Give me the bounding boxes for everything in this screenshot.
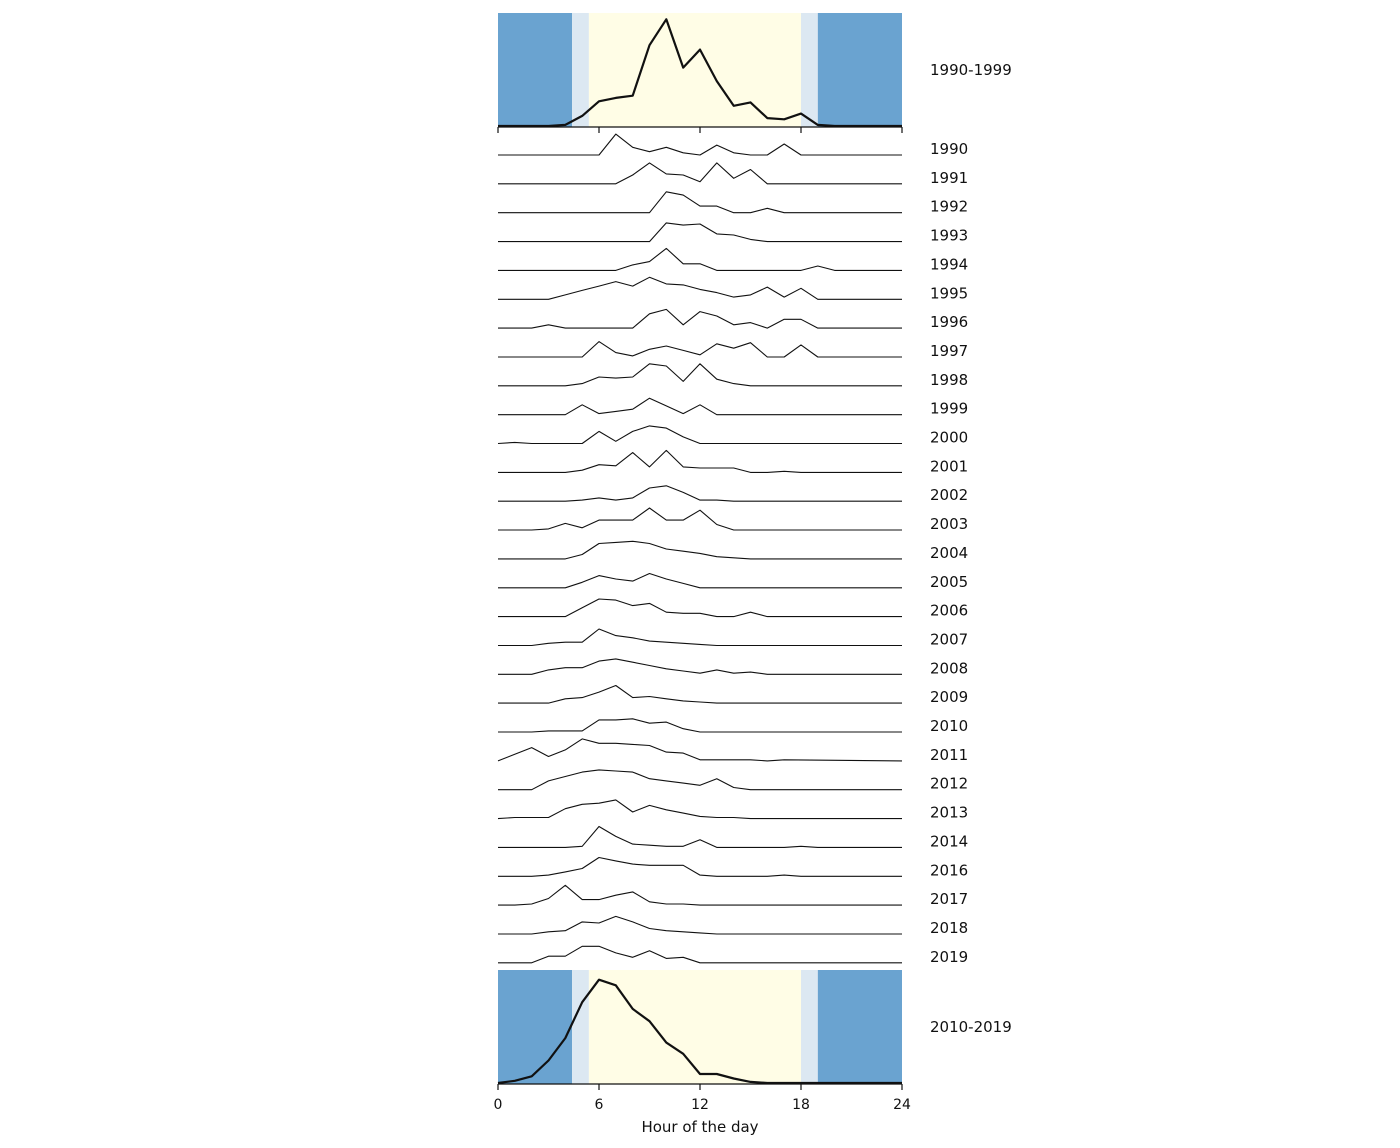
- x-tick-label-0: 0: [494, 1097, 503, 1113]
- x-axis: 0 6 12 18 24: [494, 1097, 911, 1113]
- summary-label-2010-2019: 2010-2019: [930, 1018, 1012, 1036]
- band-night-4: [817, 13, 902, 127]
- ridge-label-2009: 2009: [930, 688, 968, 706]
- band-twilight-3: [801, 13, 818, 127]
- ridge-line-2013: [497, 799, 902, 820]
- x-tick-label-18: 18: [792, 1097, 810, 1113]
- ridge-label-2001: 2001: [930, 457, 968, 475]
- ridge-line-2010: [498, 718, 902, 733]
- ridge-line-2008: [498, 658, 902, 675]
- band-night-0: [498, 13, 573, 127]
- ridge-line-2019: [498, 945, 902, 964]
- ridge-line-1991: [498, 162, 902, 185]
- ridge-line-1994: [498, 247, 902, 271]
- ridge-line-1996: [498, 308, 902, 329]
- ridge-line-2005: [498, 572, 902, 589]
- ridge-label-2017: 2017: [930, 890, 968, 908]
- ridge-label-1995: 1995: [930, 284, 968, 302]
- ridge-label-2018: 2018: [930, 919, 968, 937]
- ridge-line-2003: [498, 507, 902, 531]
- ridge-line-1990: [498, 133, 902, 156]
- ridge-line-2004: [498, 540, 902, 560]
- summary-label-1990-1999: 1990-1999: [930, 61, 1012, 79]
- ridge-line-2007: [498, 628, 902, 647]
- ridge-label-1991: 1991: [930, 169, 968, 187]
- band-twilight-1: [572, 13, 589, 127]
- x-tick-label-24: 24: [893, 1097, 911, 1113]
- ridge-label-2008: 2008: [930, 659, 968, 677]
- ridge-line-2002: [498, 485, 902, 502]
- band-night-4: [817, 970, 902, 1084]
- x-axis-label: Hour of the day: [641, 1118, 758, 1136]
- ridge-label-2013: 2013: [930, 804, 968, 822]
- ridge-label-2003: 2003: [930, 515, 968, 533]
- band-twilight-3: [801, 970, 818, 1084]
- yearly-ridges: 1990 1991 1992 1993 1994 1995 1996 1997 1998 1999…: [497, 133, 968, 966]
- ridge-line-1998: [498, 363, 902, 387]
- ridge-line-2014: [498, 825, 902, 848]
- ridge-line-2016: [498, 856, 902, 877]
- ridge-label-2005: 2005: [930, 573, 968, 591]
- band-twilight-1: [572, 970, 589, 1084]
- ridge-label-2006: 2006: [930, 602, 968, 620]
- band-night-0: [498, 970, 573, 1084]
- ridge-label-2014: 2014: [930, 832, 968, 850]
- ridge-line-2017: [498, 884, 902, 906]
- summary-line-1990-1999: [498, 18, 902, 128]
- ridge-line-2006: [498, 598, 902, 618]
- ridge-label-2007: 2007: [930, 630, 968, 648]
- summary-panel-2010-2019: 2010-2019: [497, 970, 1012, 1090]
- ridge-label-1997: 1997: [930, 342, 968, 360]
- ridge-line-1995: [498, 276, 902, 300]
- ridge-line-1992: [498, 191, 902, 214]
- ridge-label-1998: 1998: [930, 371, 968, 389]
- ridge-line-1999: [498, 397, 902, 416]
- band-day-2: [588, 970, 801, 1084]
- ridge-label-1996: 1996: [930, 313, 968, 331]
- ridge-label-1990: 1990: [930, 140, 968, 158]
- ridge-label-2010: 2010: [930, 717, 968, 735]
- ridge-label-2011: 2011: [930, 746, 968, 764]
- ridge-line-1997: [498, 341, 902, 358]
- ridge-label-1992: 1992: [930, 198, 968, 216]
- ridge-label-1994: 1994: [930, 255, 968, 273]
- ridge-line-2000: [497, 425, 902, 445]
- ridge-label-2000: 2000: [930, 429, 968, 447]
- ridge-label-2004: 2004: [930, 544, 968, 562]
- x-tick-label-12: 12: [691, 1097, 709, 1113]
- summary-line-2010-2019: [497, 978, 902, 1085]
- ridge-line-2018: [498, 915, 902, 935]
- ridge-label-2012: 2012: [930, 775, 968, 793]
- ridge-label-2016: 2016: [930, 861, 968, 879]
- ridge-label-1993: 1993: [930, 227, 968, 245]
- ridge-line-2012: [498, 769, 902, 791]
- ridge-label-2019: 2019: [930, 948, 968, 966]
- ridge-line-2009: [498, 684, 902, 704]
- ridge-label-1999: 1999: [930, 400, 968, 418]
- ridge-line-1993: [498, 222, 902, 243]
- ridge-line-2011: [497, 738, 903, 762]
- ridge-label-2002: 2002: [930, 486, 968, 504]
- summary-panel-1990-1999: 1990-1999: [497, 13, 1012, 133]
- x-tick-label-6: 6: [595, 1097, 604, 1113]
- ridge-line-2001: [498, 449, 902, 473]
- band-day-2: [588, 13, 801, 127]
